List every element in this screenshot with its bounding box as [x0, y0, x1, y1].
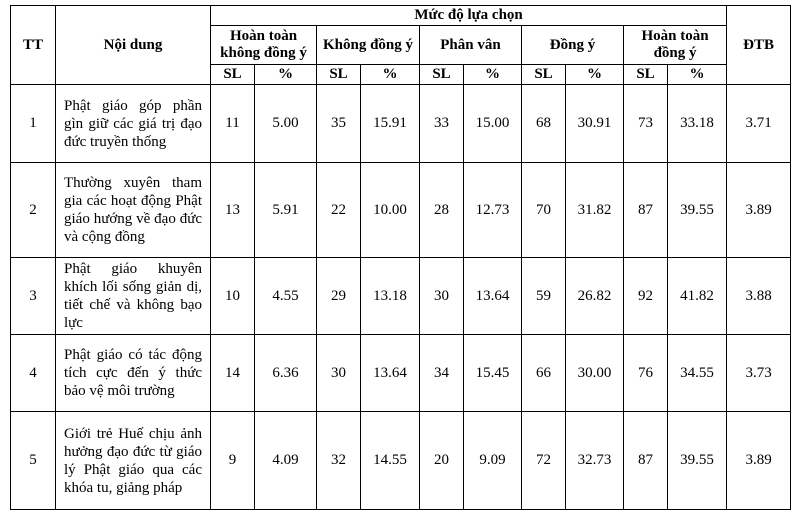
row-dtb: 3.88: [726, 257, 792, 335]
table-row: 3 Phật giáo khuyên khích lối sống giản d…: [10, 257, 792, 335]
cell-sl: 30: [316, 334, 361, 412]
cell-sl: 72: [521, 411, 566, 510]
cell-pct: 13.18: [360, 257, 420, 335]
cell-pct: 4.09: [254, 411, 317, 510]
cell-pct: 13.64: [360, 334, 420, 412]
header-pct: %: [360, 64, 420, 85]
cell-sl: 92: [623, 257, 668, 335]
cell-pct: 13.64: [463, 257, 522, 335]
row-tt: 2: [10, 162, 56, 258]
cell-sl: 68: [521, 84, 566, 163]
cell-sl: 11: [210, 84, 255, 163]
cell-sl: 28: [419, 162, 464, 258]
table-row: 5 Giới trẻ Huế chịu ảnh hưởng đạo đức từ…: [10, 411, 792, 510]
header-tt: TT: [10, 5, 56, 85]
table-row: 2 Thường xuyên tham gia các hoạt động Ph…: [10, 162, 792, 258]
row-dtb: 3.73: [726, 334, 792, 412]
row-content: Phật giáo khuyên khích lối sống giản dị,…: [55, 257, 211, 335]
cell-sl: 33: [419, 84, 464, 163]
cell-sl: 32: [316, 411, 361, 510]
cell-pct: 31.82: [565, 162, 624, 258]
cell-pct: 32.73: [565, 411, 624, 510]
row-content: Giới trẻ Huế chịu ảnh hưởng đạo đức từ g…: [55, 411, 211, 510]
cell-pct: 30.91: [565, 84, 624, 163]
cell-pct: 5.91: [254, 162, 317, 258]
cell-pct: 39.55: [666, 411, 728, 510]
header-sl: SL: [316, 64, 361, 85]
cell-pct: 15.00: [463, 84, 522, 163]
header-choice-level: Mức độ lựa chọn: [209, 5, 728, 26]
row-tt: 3: [10, 257, 56, 335]
cell-pct: 39.55: [666, 162, 728, 258]
header-pct: %: [666, 64, 728, 85]
cell-sl: 20: [419, 411, 464, 510]
header-content: Nội dung: [55, 5, 211, 85]
row-content: Phật giáo có tác động tích cực đến ý thứ…: [55, 334, 211, 412]
table-row: 4 Phật giáo có tác động tích cực đến ý t…: [10, 334, 792, 412]
cell-pct: 30.00: [565, 334, 624, 412]
cell-pct: 10.00: [360, 162, 420, 258]
header-pct: %: [565, 64, 624, 85]
row-tt: 4: [10, 334, 56, 412]
row-dtb: 3.89: [726, 162, 792, 258]
row-dtb: 3.89: [726, 411, 792, 510]
header-sl: SL: [210, 64, 255, 85]
row-content: Thường xuyên tham gia các hoạt động Phật…: [55, 162, 211, 258]
row-content: Phật giáo góp phần gìn giữ các giá trị đ…: [55, 84, 211, 163]
header-level-3: Phân vân: [419, 25, 522, 65]
cell-pct: 4.55: [254, 257, 317, 335]
cell-pct: 34.55: [666, 334, 728, 412]
row-dtb: 3.71: [726, 84, 792, 163]
header-row-1: TT Nội dung Mức độ lựa chọn ĐTB: [10, 5, 792, 85]
header-row-2: Hoàn toàn không đồng ý Không đồng ý Phân…: [11, 25, 791, 65]
cell-sl: 87: [623, 162, 668, 258]
cell-sl: 30: [419, 257, 464, 335]
cell-pct: 33.18: [666, 84, 728, 163]
header-pct: %: [463, 64, 522, 85]
cell-pct: 6.36: [254, 334, 317, 412]
cell-sl: 10: [210, 257, 255, 335]
cell-sl: 9: [210, 411, 255, 510]
header-level-4: Đồng ý: [521, 25, 624, 65]
cell-sl: 76: [623, 334, 668, 412]
cell-sl: 13: [210, 162, 255, 258]
cell-pct: 41.82: [666, 257, 728, 335]
table-row: 1 Phật giáo góp phần gìn giữ các giá trị…: [10, 84, 792, 163]
cell-sl: 14: [210, 334, 255, 412]
header-sl: SL: [521, 64, 566, 85]
cell-pct: 9.09: [463, 411, 522, 510]
survey-table: TT Nội dung Mức độ lựa chọn ĐTB Hoàn toà…: [10, 5, 792, 510]
header-dtb: ĐTB: [726, 5, 792, 85]
cell-sl: 73: [623, 84, 668, 163]
cell-sl: 87: [623, 411, 668, 510]
cell-pct: 14.55: [360, 411, 420, 510]
cell-pct: 5.00: [254, 84, 317, 163]
header-pct: %: [254, 64, 317, 85]
cell-pct: 26.82: [565, 257, 624, 335]
header-level-1: Hoàn toàn không đồng ý: [210, 25, 317, 65]
cell-sl: 22: [316, 162, 361, 258]
header-sl: SL: [623, 64, 668, 85]
header-level-5: Hoàn toàn đồng ý: [622, 25, 728, 65]
cell-sl: 35: [316, 84, 361, 163]
cell-sl: 34: [419, 334, 464, 412]
cell-sl: 66: [521, 334, 566, 412]
cell-sl: 29: [316, 257, 361, 335]
cell-pct: 15.45: [463, 334, 522, 412]
cell-sl: 70: [521, 162, 566, 258]
row-tt: 5: [10, 411, 56, 510]
cell-pct: 15.91: [360, 84, 420, 163]
row-tt: 1: [10, 84, 56, 163]
cell-sl: 59: [521, 257, 566, 335]
header-level-2: Không đồng ý: [316, 25, 420, 65]
cell-pct: 12.73: [463, 162, 522, 258]
header-sl: SL: [419, 64, 464, 85]
